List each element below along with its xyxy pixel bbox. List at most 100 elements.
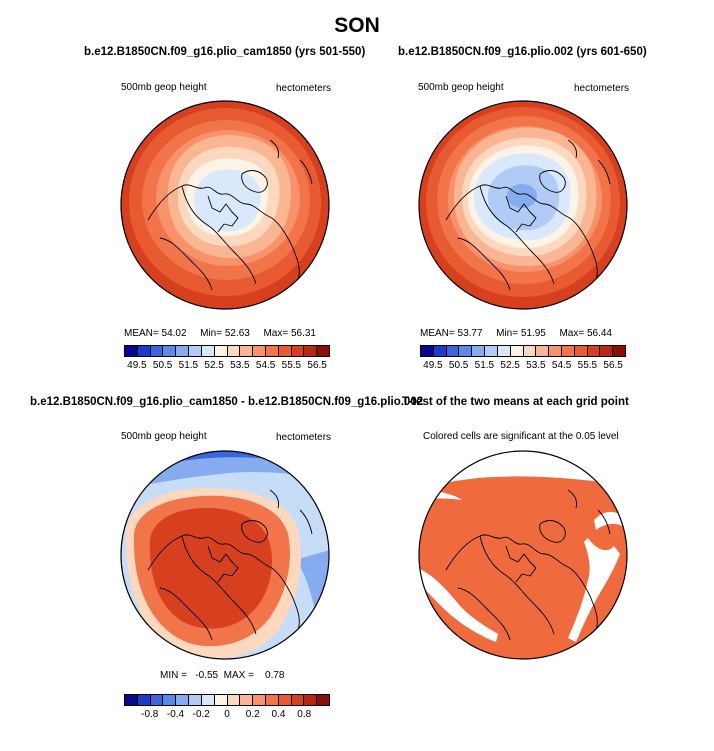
panel1-coastlines bbox=[147, 139, 313, 291]
colorbar-cell bbox=[176, 695, 190, 705]
panel4-coastlines bbox=[445, 489, 611, 641]
colorbar-cell bbox=[201, 346, 215, 356]
panel4-map bbox=[418, 450, 628, 660]
colorbar-tick-label: 52.5 bbox=[500, 360, 520, 371]
colorbar-tick-label: 0.4 bbox=[271, 709, 286, 720]
colorbar-tick-label: 0.2 bbox=[245, 709, 260, 720]
colorbar-tick-label: 55.5 bbox=[577, 360, 598, 371]
colorbar-cell bbox=[176, 346, 190, 356]
colorbar-cell bbox=[304, 346, 318, 356]
figure-title: SON bbox=[334, 14, 380, 37]
colorbar-cell bbox=[240, 695, 254, 705]
colorbar-cell bbox=[163, 346, 177, 356]
colorbar-cell bbox=[304, 695, 318, 705]
colorbar-cell bbox=[613, 346, 625, 356]
panel2-variable-label: 500mb geop height bbox=[418, 82, 504, 93]
colorbar-cell bbox=[291, 346, 305, 356]
panel2-map bbox=[418, 100, 628, 310]
panel4-nonsignificant-area bbox=[419, 568, 498, 642]
colorbar-cell bbox=[549, 346, 562, 356]
colorbar-tick-label: 56.5 bbox=[603, 360, 623, 371]
panel4-nonsignificant-area bbox=[568, 538, 620, 642]
colorbar-tick-label: 51.5 bbox=[178, 360, 199, 371]
panel1-min-label: Min= bbox=[200, 328, 223, 339]
panel4-nonsignificant-area bbox=[594, 511, 622, 530]
colorbar-tick-label: 54.5 bbox=[551, 360, 572, 371]
colorbar-cell bbox=[227, 346, 241, 356]
colorbar-cell bbox=[523, 346, 537, 356]
colorbar-tick-label: 0.8 bbox=[297, 709, 312, 720]
panel1-colorbar bbox=[124, 345, 330, 357]
panel2-mean-label: MEAN= bbox=[420, 328, 455, 339]
colorbar-tick-label: 55.5 bbox=[281, 360, 302, 371]
panel1-units-label: hectometers bbox=[276, 83, 332, 94]
panel2-min-label: Min= bbox=[496, 328, 519, 339]
panel2-units-label: hectometers bbox=[574, 83, 630, 94]
colorbar-cell bbox=[189, 346, 202, 356]
colorbar-cell bbox=[150, 346, 164, 356]
colorbar-tick-label: 51.5 bbox=[474, 360, 495, 371]
colorbar-cell bbox=[574, 346, 588, 356]
panel3-contour-band bbox=[149, 508, 272, 629]
colorbar-cell bbox=[600, 346, 614, 356]
colorbar-tick-label: 56.5 bbox=[307, 360, 327, 371]
colorbar-cell bbox=[253, 346, 266, 356]
panel3-minmax: MIN = -0.55 MAX = 0.78 bbox=[160, 670, 285, 681]
colorbar-tick-label: -0.4 bbox=[166, 709, 185, 720]
colorbar-cell bbox=[253, 695, 266, 705]
colorbar-cell bbox=[587, 346, 601, 356]
panel2-max-label: Max= bbox=[559, 328, 585, 339]
colorbar-cell bbox=[485, 346, 498, 356]
colorbar-tick-label: 54.5 bbox=[255, 360, 276, 371]
colorbar-cell bbox=[317, 695, 329, 705]
colorbar-cell bbox=[459, 346, 473, 356]
panel4-title: T-test of the two means at each grid poi… bbox=[402, 396, 629, 408]
panel2-contour-band bbox=[507, 184, 537, 208]
colorbar-cell bbox=[214, 346, 228, 356]
panel2-coastlines bbox=[445, 139, 611, 291]
panel1-mean-value: 54.02 bbox=[161, 328, 187, 339]
colorbar-cell bbox=[433, 346, 447, 356]
colorbar-cell bbox=[150, 695, 164, 705]
colorbar-cell bbox=[201, 695, 215, 705]
colorbar-tick-label: 49.5 bbox=[127, 360, 147, 371]
colorbar-cell bbox=[317, 346, 329, 356]
panel3-title: b.e12.B1850CN.f09_g16.plio_cam1850 - b.e… bbox=[30, 396, 424, 408]
panel1-max-value: 56.31 bbox=[290, 328, 316, 339]
colorbar-tick-label: -0.2 bbox=[192, 709, 210, 720]
colorbar-cell bbox=[278, 695, 292, 705]
colorbar-tick-label: 49.5 bbox=[423, 360, 443, 371]
panel2-colorbar-ticks: 49.5 50.5 51.5 52.5 53.5 54.5 55.5 56.5 bbox=[420, 360, 626, 372]
panel3-colorbar bbox=[124, 694, 330, 706]
colorbar-tick-label: 0 bbox=[224, 709, 230, 720]
colorbar-cell bbox=[278, 346, 292, 356]
colorbar-tick-label: 50.5 bbox=[448, 360, 469, 371]
panel3-map bbox=[120, 450, 330, 660]
colorbar-tick-label: 52.5 bbox=[204, 360, 224, 371]
colorbar-cell bbox=[227, 695, 241, 705]
colorbar-cell bbox=[291, 695, 305, 705]
colorbar-cell bbox=[137, 695, 151, 705]
colorbar-tick-label: 53.5 bbox=[230, 360, 250, 371]
panel4-note: Colored cells are significant at the 0.0… bbox=[423, 431, 619, 442]
colorbar-cell bbox=[189, 695, 202, 705]
panel1-mean-label: MEAN= bbox=[124, 328, 159, 339]
colorbar-cell bbox=[265, 695, 279, 705]
colorbar-cell bbox=[446, 346, 460, 356]
colorbar-cell bbox=[214, 695, 228, 705]
panel2-min-value: 51.95 bbox=[520, 328, 546, 339]
panel3-units-label: hectometers bbox=[276, 432, 332, 443]
colorbar-cell bbox=[421, 346, 434, 356]
colorbar-cell bbox=[137, 346, 151, 356]
colorbar-tick-label: -0.8 bbox=[141, 709, 159, 720]
panel1-map bbox=[120, 100, 330, 310]
colorbar-tick-label: 53.5 bbox=[526, 360, 546, 371]
colorbar-cell bbox=[163, 695, 177, 705]
colorbar-cell bbox=[265, 346, 279, 356]
panel1-min-value: 52.63 bbox=[224, 328, 250, 339]
panel3-variable-label: 500mb geop height bbox=[121, 431, 207, 442]
panel1-title: b.e12.B1850CN.f09_g16.plio_cam1850 (yrs … bbox=[84, 46, 366, 58]
panel2-max-value: 56.44 bbox=[586, 328, 612, 339]
panel2-colorbar bbox=[420, 345, 626, 357]
colorbar-cell bbox=[561, 346, 575, 356]
